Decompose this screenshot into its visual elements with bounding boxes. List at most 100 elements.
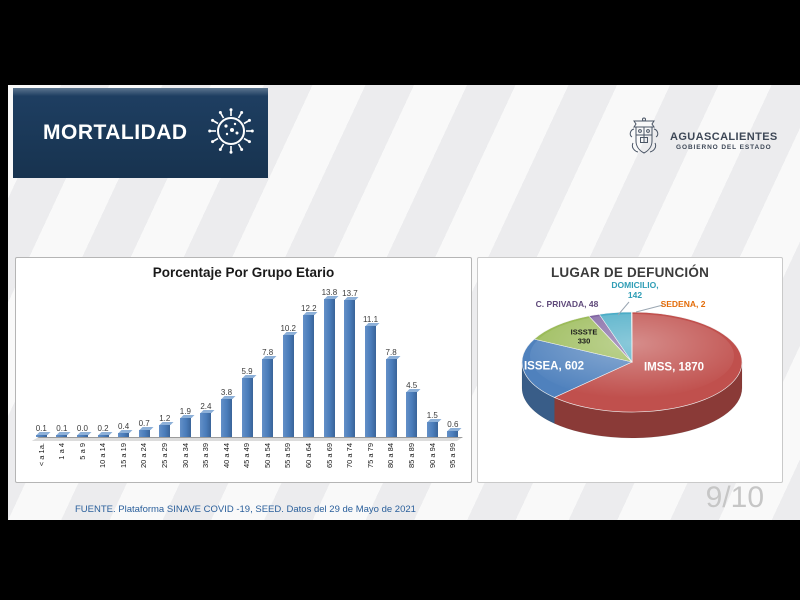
- bar-column: 12.2: [299, 305, 320, 437]
- bar-value-label: 10.2: [280, 324, 297, 333]
- bar: [241, 378, 253, 437]
- bar: [447, 431, 459, 437]
- bar-value-label: 13.7: [342, 289, 358, 298]
- bar-column: 0.7: [134, 420, 155, 437]
- bar-value-label: 0.7: [138, 419, 150, 428]
- leader-line-domicilio: [617, 301, 630, 316]
- pie-chart-title: LUGAR DE DEFUNCIÓN: [550, 265, 710, 280]
- x-axis-labels: < a 1a. 1 a 4 5 a 9 10 a 14 15 a 19 20 a 24 25…: [31, 443, 463, 478]
- bar-value-label: 1.9: [179, 407, 191, 416]
- bar: [385, 359, 397, 437]
- bar-value-label: 1.2: [159, 414, 171, 423]
- virus-icon: [206, 106, 256, 161]
- bar-column: 5.9: [237, 368, 258, 437]
- bar: [344, 300, 356, 437]
- pie-label-ISSSTE: ISSSTE 330: [570, 327, 598, 345]
- bar-value-label: 0.6: [447, 420, 459, 429]
- bar-column: 0.1: [52, 425, 73, 437]
- bar-column: 13.8: [319, 289, 340, 437]
- x-tick-label: 45 a 49: [242, 443, 252, 469]
- x-tick-label: 75 a 79: [365, 443, 375, 469]
- bar: [200, 413, 212, 437]
- pie-highlight: [530, 314, 734, 398]
- banner-title: MORTALIDAD: [43, 121, 188, 144]
- state-crest-icon: [626, 117, 662, 164]
- pie-label-IMSS: IMSS, 1870: [643, 361, 705, 374]
- slide: MORTALIDAD AGUASCALIENTES GOB: [8, 85, 800, 520]
- page-number: 9/10: [705, 481, 764, 514]
- bar: [56, 435, 68, 437]
- bar-value-label: 4.5: [406, 381, 418, 390]
- x-tick-label: 1 a 4: [57, 443, 67, 461]
- bar: [118, 433, 130, 437]
- bar-column: 3.8: [216, 389, 237, 437]
- bar-column: 0.6: [443, 421, 464, 437]
- x-tick-label: 70 a 74: [345, 443, 355, 469]
- leader-line-sedena: [635, 304, 664, 313]
- bar: [179, 418, 191, 437]
- bar: [365, 326, 377, 437]
- bar-value-label: 3.8: [220, 388, 233, 397]
- bar: [76, 435, 88, 437]
- bar-value-label: 0.4: [118, 422, 130, 431]
- x-tick-label: 60 a 64: [304, 443, 314, 469]
- bar-column: 1.9: [175, 408, 196, 437]
- bar-column: 0.2: [93, 425, 114, 437]
- x-tick-label: 30 a 34: [180, 443, 190, 469]
- x-tick-label: 95 a 99: [448, 443, 458, 469]
- bar-column: 1.5: [422, 412, 443, 437]
- pie-chart-panel: LUGAR DE DEFUNCIÓN IMSS, 1870 ISSEA, 602 I…: [477, 257, 783, 483]
- bar-value-label: 0.0: [76, 424, 88, 433]
- x-tick-label: 35 a 39: [201, 443, 211, 469]
- bar-column: 10.2: [278, 325, 299, 437]
- x-tick-label: 40 a 44: [221, 443, 231, 469]
- bar-value-label: 2.4: [200, 402, 212, 411]
- state-logo: AGUASCALIENTES GOBIERNO DEL ESTADO: [626, 117, 778, 164]
- chart-floor: [31, 437, 463, 442]
- x-tick-label: 20 a 24: [139, 443, 149, 469]
- x-tick-label: 50 a 54: [262, 443, 272, 469]
- x-tick-label: 10 a 14: [98, 443, 108, 469]
- bar-column: 2.4: [196, 403, 217, 437]
- bar: [262, 359, 274, 437]
- state-subtitle: GOBIERNO DEL ESTADO: [676, 143, 772, 151]
- bar-column: 0.1: [31, 425, 52, 437]
- bar-column: 7.8: [381, 349, 402, 437]
- x-tick-label: 80 a 84: [386, 443, 396, 469]
- pie-label-DOMICILIO: DOMICILIO, 142: [611, 280, 659, 300]
- bar: [138, 430, 150, 437]
- bar: [282, 335, 294, 437]
- pie-label-C. PRIVADA: C. PRIVADA, 48: [535, 299, 599, 310]
- bar-chart-plot: 0.1 0.1 0.0 0.2 0.4 0.7 1.2 1.9 2.4 3.8 5.9 7.8 10.2…: [31, 289, 463, 478]
- bar-column: 0.4: [113, 423, 134, 437]
- bar: [406, 392, 418, 437]
- x-tick-label: 55 a 59: [283, 443, 293, 469]
- bar-column: 0.0: [72, 425, 93, 437]
- bar-value-label: 7.8: [385, 348, 397, 357]
- bar: [426, 422, 438, 437]
- bar: [97, 435, 109, 437]
- bar: [159, 425, 171, 437]
- x-tick-label: 85 a 89: [406, 443, 416, 469]
- bar-value-label: 7.8: [262, 348, 274, 357]
- x-tick-label: 25 a 29: [160, 443, 169, 469]
- bar: [303, 315, 315, 437]
- bar-value-label: 11.1: [363, 315, 379, 324]
- bar-value-label: 1.5: [426, 411, 438, 420]
- bar-column: 11.1: [360, 316, 381, 437]
- bar-value-label: 5.9: [241, 367, 253, 376]
- mortality-banner: MORTALIDAD: [13, 88, 268, 178]
- pie-label-SEDENA: SEDENA, 2: [660, 299, 706, 310]
- state-name: AGUASCALIENTES: [670, 130, 778, 143]
- source-note: FUENTE. Plataforma SINAVE COVID -19, SEE…: [75, 504, 416, 515]
- bar-chart-panel: Porcentaje Por Grupo Etario 0.1 0.1 0.0 0.2…: [15, 257, 472, 483]
- bar-value-label: 0.2: [97, 424, 109, 433]
- pie-chart: [521, 301, 743, 439]
- bar-value-label: 0.1: [35, 424, 47, 433]
- bar-value-label: 13.8: [321, 288, 338, 297]
- x-tick-label: 15 a 19: [118, 443, 128, 469]
- bar-column: 1.2: [154, 415, 175, 437]
- x-tick-label: < a 1a.: [36, 443, 46, 467]
- bar: [323, 299, 335, 437]
- bar-column: 4.5: [401, 382, 422, 437]
